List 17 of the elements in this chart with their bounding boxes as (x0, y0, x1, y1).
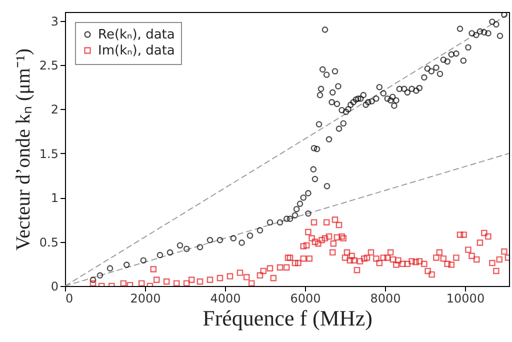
legend-label: Im(kₙ), data (98, 44, 175, 58)
y-tick-label: 1 (50, 191, 58, 206)
x-tick-label: 0 (66, 292, 74, 306)
x-tick-label: 6000 (290, 292, 321, 306)
x-tick-label: 10000 (446, 292, 485, 306)
y-tick-label: 2 (50, 102, 58, 117)
y-axis-title: Vecteur d’onde kₙ (μm⁻¹) (12, 48, 34, 251)
x-axis-title: Fréquence f (MHz) (202, 306, 372, 330)
y-tick-label: 2.5 (39, 58, 58, 73)
y-tick-label: 0.5 (39, 235, 58, 250)
y-tick-label: 3 (50, 14, 58, 28)
y-tick-label: 1.5 (39, 146, 58, 161)
x-tick-label: 8000 (370, 292, 401, 306)
x-tick-label: 4000 (210, 292, 241, 306)
x-tick-label: 2000 (130, 292, 161, 306)
legend-label: Re(kₙ), data (98, 28, 175, 42)
y-tick-label: 0 (50, 280, 58, 294)
